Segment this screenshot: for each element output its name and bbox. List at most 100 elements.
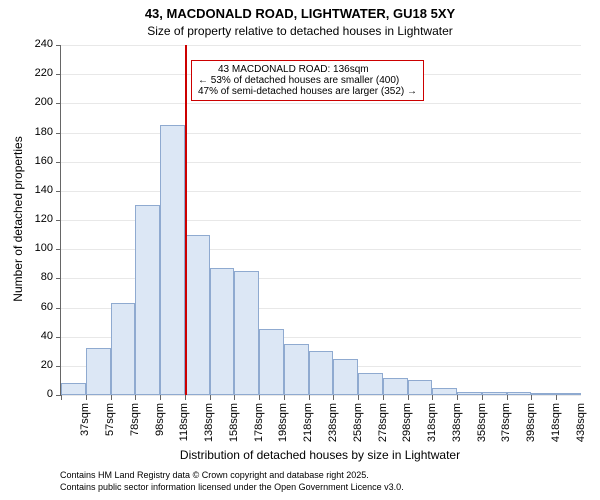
- histogram-bar: [358, 373, 383, 395]
- histogram-bar: [111, 303, 136, 395]
- x-tick: [457, 395, 458, 400]
- y-tick-label: 200: [21, 96, 53, 108]
- histogram-bar: [408, 380, 433, 395]
- footer-line-1: Contains HM Land Registry data © Crown c…: [60, 470, 369, 480]
- x-tick-label: 218sqm: [302, 403, 314, 443]
- histogram-bar: [160, 125, 185, 395]
- y-tick: [56, 162, 61, 163]
- x-axis-label: Distribution of detached houses by size …: [60, 448, 580, 462]
- chart-subtitle: Size of property relative to detached ho…: [0, 24, 600, 38]
- gridline: [61, 162, 581, 163]
- y-tick: [56, 74, 61, 75]
- gridline: [61, 395, 581, 396]
- y-tick-label: 0: [21, 388, 53, 400]
- y-tick-label: 80: [21, 271, 53, 283]
- histogram-bar: [284, 344, 309, 395]
- x-tick: [556, 395, 557, 400]
- x-tick-label: 378sqm: [500, 403, 512, 443]
- y-tick: [56, 220, 61, 221]
- histogram-bar: [61, 383, 86, 395]
- y-tick-label: 240: [21, 38, 53, 50]
- y-tick-label: 140: [21, 184, 53, 196]
- y-tick: [56, 45, 61, 46]
- x-tick-label: 198sqm: [277, 403, 289, 443]
- annotation-box: 43 MACDONALD ROAD: 136sqm← 53% of detach…: [191, 60, 424, 101]
- y-tick: [56, 366, 61, 367]
- histogram-bar: [210, 268, 235, 395]
- annotation-line: ← 53% of detached houses are smaller (40…: [198, 75, 417, 86]
- gridline: [61, 103, 581, 104]
- x-tick: [309, 395, 310, 400]
- histogram-bar: [309, 351, 334, 395]
- x-tick-label: 118sqm: [178, 403, 190, 443]
- footer-line-2: Contains public sector information licen…: [60, 482, 404, 492]
- y-tick: [56, 249, 61, 250]
- histogram-bar: [457, 392, 482, 395]
- x-tick: [234, 395, 235, 400]
- histogram-bar: [507, 392, 532, 395]
- x-tick-label: 338sqm: [451, 403, 463, 443]
- y-tick-label: 160: [21, 155, 53, 167]
- y-tick-label: 220: [21, 67, 53, 79]
- x-tick-label: 438sqm: [575, 403, 587, 443]
- histogram-bar: [135, 205, 160, 395]
- gridline: [61, 133, 581, 134]
- x-tick-label: 358sqm: [476, 403, 488, 443]
- x-tick-label: 398sqm: [525, 403, 537, 443]
- x-tick: [507, 395, 508, 400]
- histogram-bar: [86, 348, 111, 395]
- gridline: [61, 191, 581, 192]
- gridline: [61, 45, 581, 46]
- histogram-bar: [531, 393, 556, 395]
- x-tick: [284, 395, 285, 400]
- x-tick: [86, 395, 87, 400]
- x-tick-label: 57sqm: [104, 403, 116, 443]
- x-tick: [432, 395, 433, 400]
- annotation-line: 43 MACDONALD ROAD: 136sqm: [198, 64, 417, 75]
- marker-line: [185, 45, 187, 395]
- histogram-bar: [234, 271, 259, 395]
- x-tick: [408, 395, 409, 400]
- y-tick-label: 100: [21, 242, 53, 254]
- x-tick-label: 298sqm: [401, 403, 413, 443]
- x-tick: [383, 395, 384, 400]
- histogram-bar: [482, 392, 507, 395]
- x-tick: [185, 395, 186, 400]
- x-tick-label: 98sqm: [154, 403, 166, 443]
- x-tick: [135, 395, 136, 400]
- y-tick-label: 180: [21, 126, 53, 138]
- x-tick: [358, 395, 359, 400]
- x-tick-label: 278sqm: [377, 403, 389, 443]
- x-tick: [482, 395, 483, 400]
- x-tick-label: 238sqm: [327, 403, 339, 443]
- x-tick-label: 37sqm: [79, 403, 91, 443]
- histogram-bar: [259, 329, 284, 395]
- x-tick-label: 258sqm: [352, 403, 364, 443]
- y-tick-label: 20: [21, 359, 53, 371]
- y-tick: [56, 133, 61, 134]
- histogram-bar: [333, 359, 358, 395]
- histogram-bar: [185, 235, 210, 395]
- x-tick: [111, 395, 112, 400]
- histogram-bar: [432, 388, 457, 395]
- x-tick: [160, 395, 161, 400]
- histogram-bar: [383, 378, 408, 396]
- plot-area: 02040608010012014016018020022024037sqm57…: [60, 45, 581, 396]
- x-tick: [61, 395, 62, 400]
- x-tick: [333, 395, 334, 400]
- x-tick: [531, 395, 532, 400]
- y-tick: [56, 103, 61, 104]
- x-tick: [259, 395, 260, 400]
- x-tick-label: 138sqm: [203, 403, 215, 443]
- x-tick-label: 178sqm: [253, 403, 265, 443]
- annotation-line: 47% of semi-detached houses are larger (…: [198, 86, 417, 97]
- y-tick: [56, 337, 61, 338]
- y-tick-label: 40: [21, 330, 53, 342]
- x-tick: [210, 395, 211, 400]
- y-tick: [56, 191, 61, 192]
- y-tick: [56, 308, 61, 309]
- x-tick-label: 78sqm: [129, 403, 141, 443]
- x-tick-label: 318sqm: [426, 403, 438, 443]
- y-tick-label: 60: [21, 301, 53, 313]
- x-tick-label: 158sqm: [228, 403, 240, 443]
